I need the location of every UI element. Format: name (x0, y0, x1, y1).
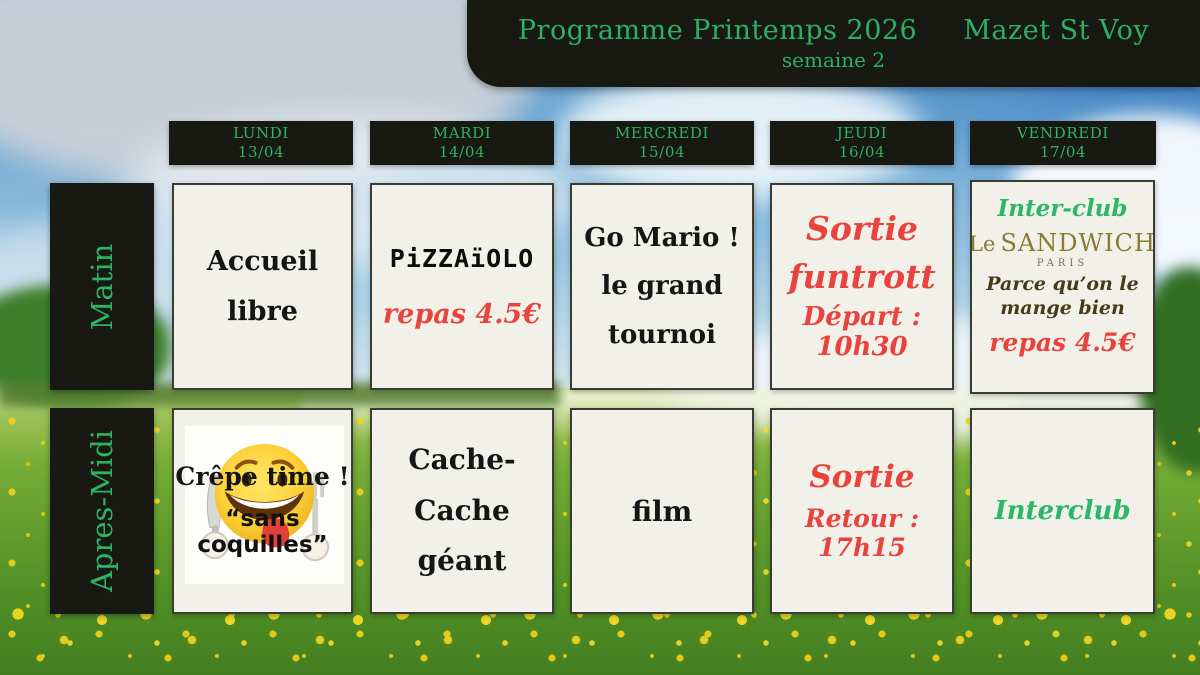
brand-le: Le (970, 232, 996, 257)
cell-wednesday-morning: Go Mario ! le grand tournoi (570, 183, 754, 390)
day-header-mardi: MARDI 14/04 (370, 121, 554, 165)
cell-wednesday-afternoon: film (570, 408, 754, 614)
day-header-vendredi: VENDREDI 17/04 (970, 121, 1156, 165)
title-subtitle: semaine 2 (781, 48, 886, 72)
slogan-line: Parce qu’on le (986, 273, 1139, 296)
day-date: 15/04 (638, 143, 686, 161)
row-label-afternoon: Apres-Midi (50, 408, 154, 614)
activity-line: géant (417, 544, 507, 578)
row-label-text: Matin (85, 243, 119, 330)
day-date: 13/04 (237, 143, 285, 161)
title-location: Mazet St Voy (963, 15, 1150, 46)
outing-title: Sortie funtrott (788, 205, 935, 301)
outing-line: funtrott (788, 256, 936, 296)
crepe-subtitle: “sans coquilles” (197, 506, 328, 558)
day-label: JEUDI (836, 123, 888, 142)
brand-city: PARIS (1036, 258, 1089, 270)
day-date: 14/04 (438, 143, 486, 161)
cell-thursday-morning: Sortie funtrott Départ : 10h30 (770, 183, 954, 390)
departure-time: Départ : 10h30 (802, 302, 922, 362)
day-header-jeudi: JEUDI 16/04 (770, 121, 954, 165)
activity-line: tournoi (607, 319, 717, 350)
title-main: Programme Printemps 2026 (517, 15, 918, 46)
pizzaiolo-logo: PiZZAïOLO (389, 243, 535, 273)
cell-tuesday-afternoon: Cache-Cache géant (370, 408, 554, 614)
outing-line: Sortie (805, 209, 918, 248)
brand-name: SANDWICH (1000, 229, 1155, 258)
row-label-morning: Matin (50, 183, 154, 390)
activity-line: Accueil (206, 245, 319, 277)
row-label-text: Apres-Midi (85, 429, 119, 593)
day-header-lundi: LUNDI 13/04 (169, 121, 353, 165)
day-date: 16/04 (838, 143, 886, 161)
activity-text: Accueil libre (207, 237, 318, 337)
smiley-fork-knife-emoji (185, 426, 344, 584)
activity-line: Go Mario ! (584, 223, 740, 254)
cell-friday-morning: Inter-club Le SANDWICH PARIS Parce qu’on… (970, 180, 1155, 394)
title-banner: Programme Printemps 2026 Mazet St Voy se… (467, 0, 1200, 87)
cell-monday-morning: Accueil libre (172, 183, 353, 390)
activity-line: Cache-Cache (408, 443, 516, 527)
day-label: VENDREDI (1017, 123, 1109, 142)
return-time: Retour : 17h15 (804, 503, 920, 562)
brand-slogan: Parce qu’on le mange bien (986, 273, 1139, 321)
activity-text: Go Mario ! le grand tournoi (584, 214, 740, 358)
le-sandwich-logo: Le SANDWICH (970, 229, 1155, 258)
interclub-text: Interclub (994, 496, 1131, 526)
day-label: MARDI (432, 123, 492, 142)
cell-tuesday-morning: PiZZAïOLO repas 4.5€ (370, 183, 554, 390)
cell-thursday-afternoon: Sortie Retour : 17h15 (770, 408, 954, 614)
activity-text: film (631, 494, 693, 528)
activity-line: le grand (601, 271, 723, 302)
crepe-title: Crêpe time ! (175, 462, 350, 491)
interclub-heading: Inter-club (997, 195, 1128, 222)
day-date: 17/04 (1039, 143, 1087, 161)
day-header-mercredi: MERCREDI 15/04 (570, 121, 754, 165)
title-line: Programme Printemps 2026 Mazet St Voy (518, 15, 1149, 46)
activity-line: libre (227, 295, 298, 327)
activity-text: Cache-Cache géant (372, 435, 552, 586)
meal-price: repas 4.5€ (382, 298, 542, 330)
meal-price: repas 4.5€ (989, 327, 1136, 357)
cell-monday-afternoon: Crêpe time ! “sans coquilles” (172, 408, 353, 614)
cell-friday-afternoon: Interclub (970, 408, 1155, 614)
day-label: LUNDI (233, 123, 289, 142)
slogan-line: mange bien (1000, 297, 1125, 320)
day-label: MERCREDI (614, 123, 710, 142)
outing-title: Sortie (809, 459, 915, 496)
